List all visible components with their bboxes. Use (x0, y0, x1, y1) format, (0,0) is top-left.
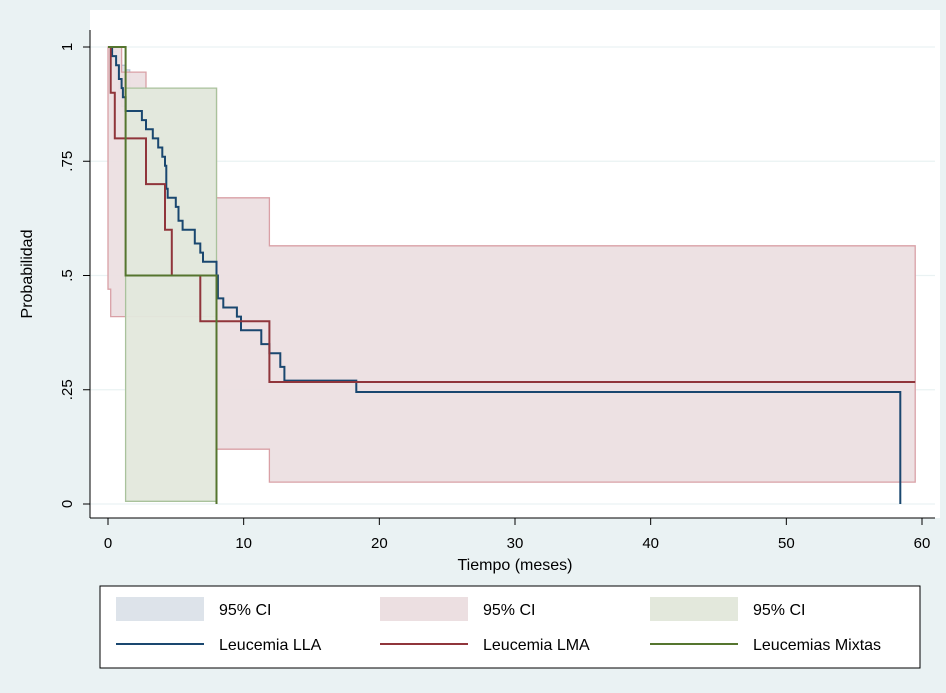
survival-curves (108, 46, 916, 504)
series-line (108, 46, 218, 504)
legend-swatch (380, 597, 468, 621)
y-tick-label: .75 (59, 151, 76, 172)
confidence-bands (107, 46, 916, 502)
legend: 95% CI 95% CI 95% CI Leucemia LLA Leucemia L… (116, 597, 881, 654)
legend-label: Leucemias Mixtas (753, 637, 881, 654)
legend-label: 95% CI (483, 602, 535, 619)
series-line (108, 46, 916, 383)
y-tick-label: 1 (59, 43, 76, 51)
legend-swatch (650, 597, 738, 621)
x-tick-label: 10 (235, 535, 252, 552)
ci-band (124, 87, 218, 502)
x-tick-label: 60 (914, 535, 931, 552)
x-tick-label: 30 (507, 535, 524, 552)
x-tick-label: 40 (642, 535, 659, 552)
x-tick-label: 20 (371, 535, 388, 552)
axes (89, 30, 935, 519)
y-tick-label: .5 (59, 269, 76, 282)
legend-swatch (116, 597, 204, 621)
ci-band (107, 46, 916, 483)
x-tick-label: 50 (778, 535, 795, 552)
legend-label: 95% CI (753, 602, 805, 619)
x-axis-label: Tiempo (meses) (458, 557, 573, 574)
y-tick-label: .25 (59, 379, 76, 400)
series-line (108, 46, 902, 504)
y-axis-label: Probabilidad (19, 230, 36, 319)
y-tick-label: 0 (59, 500, 76, 508)
legend-label: Leucemia LMA (483, 637, 590, 654)
legend-label: 95% CI (219, 602, 271, 619)
x-tick-label: 0 (104, 535, 112, 552)
legend-label: Leucemia LLA (219, 637, 322, 654)
legend-box (99, 585, 921, 669)
axis-ticks: 0 10 20 30 40 50 60 0 .25 .5 .75 1 (59, 43, 930, 552)
